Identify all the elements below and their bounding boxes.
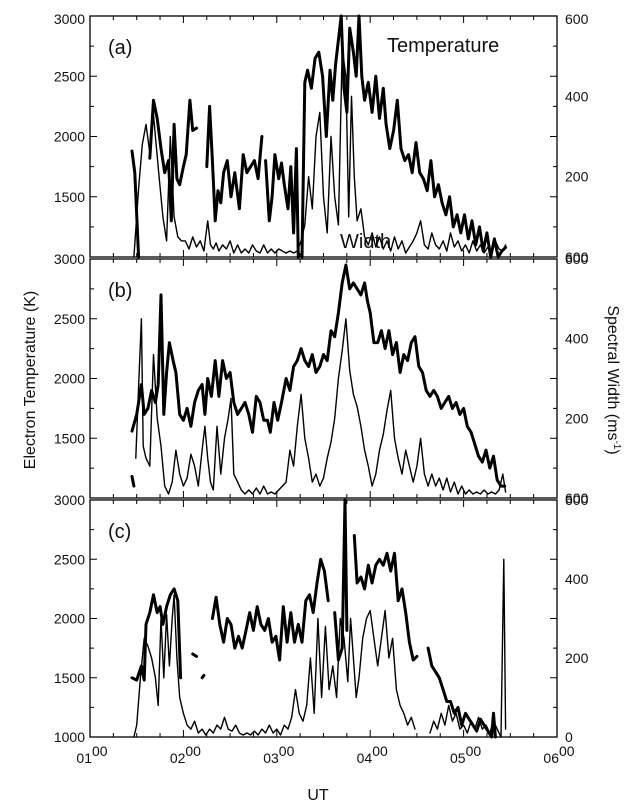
x-tick-label-sup: 00 (559, 743, 575, 759)
x-tick-label: 01 (76, 750, 92, 766)
y-right-label-close: ) (604, 449, 621, 454)
left-tick-label: 1500 (54, 189, 85, 205)
left-tick-label: 2500 (54, 311, 85, 327)
right-tick-label: 400 (565, 571, 589, 587)
right-tick-label: 600 (565, 490, 589, 506)
left-tick-label: 3000 (54, 492, 85, 508)
series-annotation: Temperature (387, 35, 499, 57)
series-line-width (429, 558, 507, 738)
series-line-temperature (205, 104, 264, 223)
right-tick-label: 400 (565, 331, 589, 347)
right-tick-label: 600 (565, 492, 589, 508)
y-left-label: Electron Temperature (K) (22, 291, 39, 469)
series-line-temperature (352, 534, 419, 662)
right-tick-label: 200 (565, 650, 589, 666)
x-tick-label: 03 (263, 750, 279, 766)
left-tick-label: 2500 (54, 68, 85, 84)
series-line-temperature (210, 557, 330, 662)
right-tick-label: 600 (565, 249, 589, 265)
x-tick-label: 02 (170, 750, 186, 766)
x-tick-label-sup: 00 (92, 743, 108, 759)
y-right-label-sup: -1 (611, 440, 622, 449)
series-line-temperature (130, 149, 141, 259)
x-tick-label: 06 (543, 750, 559, 766)
panel-label: (a) (108, 37, 132, 59)
left-tick-label: 1500 (54, 670, 85, 686)
left-tick-label: 2000 (54, 371, 85, 387)
series-line-width (133, 47, 507, 258)
series-line-temperature (130, 263, 507, 488)
x-tick-label-sup: 00 (185, 743, 201, 759)
series-line-width (133, 594, 416, 738)
series-line-temperature (426, 646, 497, 739)
right-tick-label: 200 (565, 410, 589, 426)
series-line-temperature (200, 673, 206, 680)
series-line-temperature (264, 147, 300, 259)
series-line-temperature (333, 498, 349, 662)
right-tick-label: 600 (565, 11, 589, 27)
panel-2: 3000 2500 2000 1500 600 400 200 600 (b) (54, 251, 589, 506)
panel-label: (b) (108, 280, 132, 302)
x-tick-label: 05 (450, 750, 466, 766)
right-tick-label: 200 (565, 169, 589, 185)
series-line-temperature (130, 587, 183, 682)
series-line-temperature (130, 475, 136, 488)
panel-label: (c) (108, 521, 131, 543)
series-line-temperature (148, 98, 198, 223)
series-annotation: Width (340, 231, 391, 253)
right-tick-label: 600 (565, 251, 589, 267)
x-tick-label: 04 (357, 750, 373, 766)
left-tick-label: 3000 (54, 11, 85, 27)
series-line-width (135, 318, 507, 495)
panel-frame (89, 499, 558, 738)
y-right-label-main: Spectral Width (ms (604, 305, 621, 440)
x-axis-label: UT (307, 787, 329, 804)
left-tick-label: 2000 (54, 611, 85, 627)
y-right-label: Spectral Width (ms-1) (604, 305, 622, 454)
right-tick-label: 0 (565, 729, 573, 745)
x-tick-label-sup: 00 (372, 743, 388, 759)
x-tick-label-sup: 00 (466, 743, 482, 759)
series-line-temperature (191, 652, 198, 658)
panel-1: 3000 2500 2000 1500 600 400 200 600 (a) Temperatu… (54, 11, 589, 265)
x-tick-label-sup: 00 (279, 743, 295, 759)
left-tick-label: 1500 (54, 430, 85, 446)
right-tick-label: 400 (565, 88, 589, 104)
series-line-temperature (300, 14, 508, 259)
left-tick-label: 2000 (54, 129, 85, 145)
left-tick-label: 3000 (54, 251, 85, 267)
left-tick-label: 1000 (54, 729, 85, 745)
left-tick-label: 2500 (54, 551, 85, 567)
